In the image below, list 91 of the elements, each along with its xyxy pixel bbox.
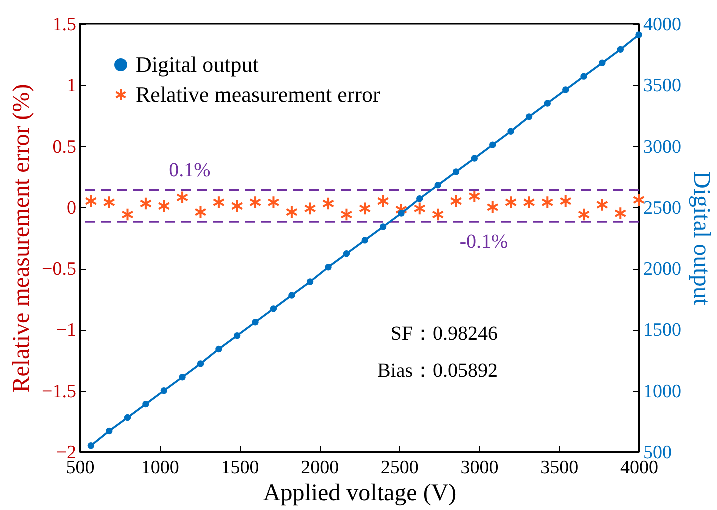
point [252, 319, 259, 326]
y2-axis-title: Digital output [688, 172, 714, 306]
point [249, 196, 262, 210]
x-tick-label: 1000 [141, 458, 180, 478]
y-tick-label: 1 [67, 76, 76, 97]
point [88, 442, 95, 450]
point [562, 86, 570, 94]
point [343, 250, 350, 258]
point [398, 210, 405, 217]
y-tick-label: 1.5 [52, 14, 76, 36]
point [416, 196, 424, 202]
point [560, 194, 572, 208]
x-tick-label: 1500 [221, 458, 260, 478]
point [490, 142, 496, 148]
point [468, 190, 481, 204]
point [268, 196, 280, 210]
point [85, 194, 98, 208]
point [580, 73, 588, 80]
point [596, 198, 609, 212]
point [632, 193, 646, 208]
x-axis-title: Applied voltage (V) [263, 480, 457, 506]
point [340, 208, 353, 222]
point [504, 196, 518, 210]
point [414, 202, 426, 216]
point [304, 202, 316, 216]
point [212, 196, 226, 210]
point [140, 196, 152, 211]
point [176, 190, 189, 205]
point [486, 200, 500, 214]
point [636, 32, 642, 38]
legend-label: Relative measurement error [136, 82, 382, 107]
y-tick-label: −0.5 [42, 259, 76, 280]
point [434, 182, 442, 189]
point [471, 155, 478, 162]
point [158, 199, 170, 214]
point [599, 60, 606, 66]
legend-label: Digital output [136, 52, 259, 77]
point [508, 128, 514, 135]
y-tick-label: −1.5 [42, 381, 76, 402]
point [306, 278, 314, 286]
y2-tick-label: 1500 [644, 320, 682, 342]
point [197, 360, 204, 368]
point [578, 208, 590, 222]
ref-line-label: -0.1% [460, 231, 508, 254]
point [450, 194, 462, 208]
y-tick-label: 0 [67, 198, 76, 219]
x-tick-label: 2000 [301, 458, 340, 478]
point [377, 194, 390, 208]
point [286, 205, 298, 220]
annotation: Bias：0.05892 [377, 360, 498, 382]
point [103, 196, 116, 210]
point [452, 168, 460, 176]
y2-tick-label: 3500 [644, 76, 682, 97]
point [160, 388, 168, 394]
point [288, 292, 296, 299]
y2-tick-label: 1000 [644, 381, 682, 402]
point [234, 332, 241, 340]
point [216, 346, 222, 353]
y-tick-label: 0.5 [52, 136, 76, 158]
x-tick-label: 2500 [380, 458, 419, 478]
point [322, 196, 335, 211]
point [179, 374, 186, 381]
x-tick-label: 500 [66, 458, 95, 478]
y-tick-label: −1 [56, 320, 76, 342]
point [358, 202, 372, 216]
point [124, 414, 132, 422]
y2-tick-label: 2500 [644, 198, 682, 219]
point [541, 196, 554, 210]
x-tick-label: 3500 [540, 458, 579, 478]
point [614, 206, 627, 220]
point [325, 264, 332, 271]
y2-tick-label: 4000 [644, 14, 682, 36]
y-axis-title: Relative measurement error (%) [9, 84, 36, 393]
y2-tick-label: 3000 [644, 136, 682, 158]
point [523, 196, 536, 210]
point [231, 199, 244, 214]
y2-tick-label: 2000 [644, 259, 682, 280]
point [362, 237, 368, 244]
point [617, 46, 624, 54]
point [270, 306, 278, 312]
point [544, 100, 551, 107]
point [106, 428, 113, 435]
point [194, 205, 207, 220]
ref-line-label: 0.1% [169, 159, 211, 182]
annotation: SF：0.98246 [390, 323, 498, 345]
point [432, 208, 444, 222]
point [380, 224, 387, 230]
point [122, 208, 134, 222]
point [526, 114, 533, 120]
point [142, 400, 150, 408]
x-tick-label: 3000 [460, 458, 499, 478]
